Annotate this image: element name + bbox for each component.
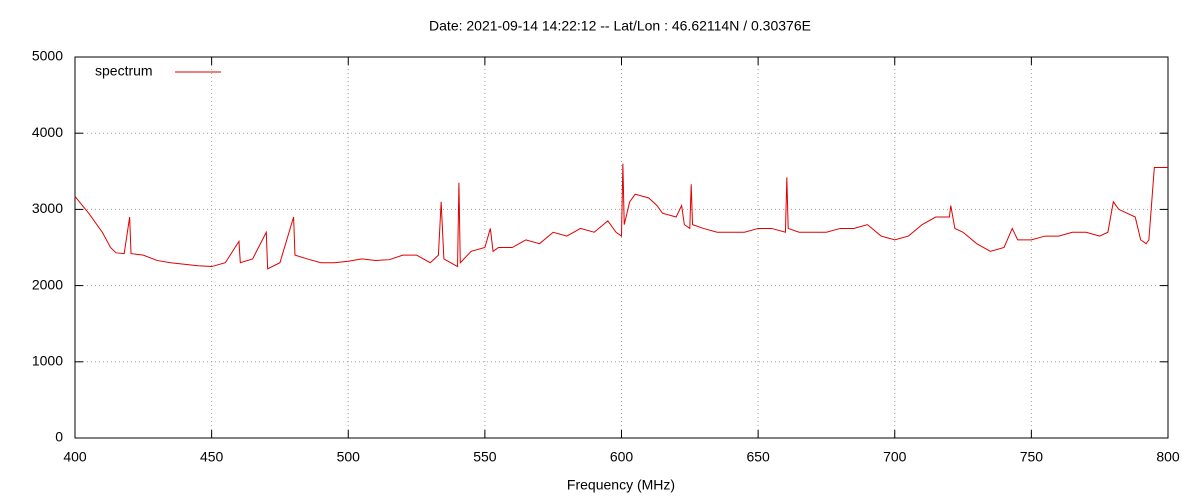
y-tick-label: 3000 <box>32 200 63 216</box>
x-tick-label: 550 <box>473 449 497 465</box>
y-tick-label: 5000 <box>32 48 63 64</box>
chart-title: Date: 2021-09-14 14:22:12 -- Lat/Lon : 4… <box>429 18 811 34</box>
x-tick-label: 500 <box>337 449 361 465</box>
x-tick-label: 800 <box>1156 449 1180 465</box>
x-tick-label: 700 <box>883 449 907 465</box>
y-tick-label: 4000 <box>32 124 63 140</box>
x-tick-label: 400 <box>63 449 87 465</box>
x-tick-label: 650 <box>746 449 770 465</box>
x-axis-label: Frequency (MHz) <box>567 477 675 493</box>
legend-label: spectrum <box>95 63 153 79</box>
y-tick-label: 0 <box>55 429 63 445</box>
x-tick-label: 450 <box>200 449 224 465</box>
y-tick-label: 1000 <box>32 353 63 369</box>
x-tick-label: 750 <box>1020 449 1044 465</box>
series-line <box>74 163 1168 270</box>
y-tick-label: 2000 <box>32 276 63 292</box>
x-tick-label: 600 <box>610 449 634 465</box>
plot-border <box>74 56 1169 439</box>
